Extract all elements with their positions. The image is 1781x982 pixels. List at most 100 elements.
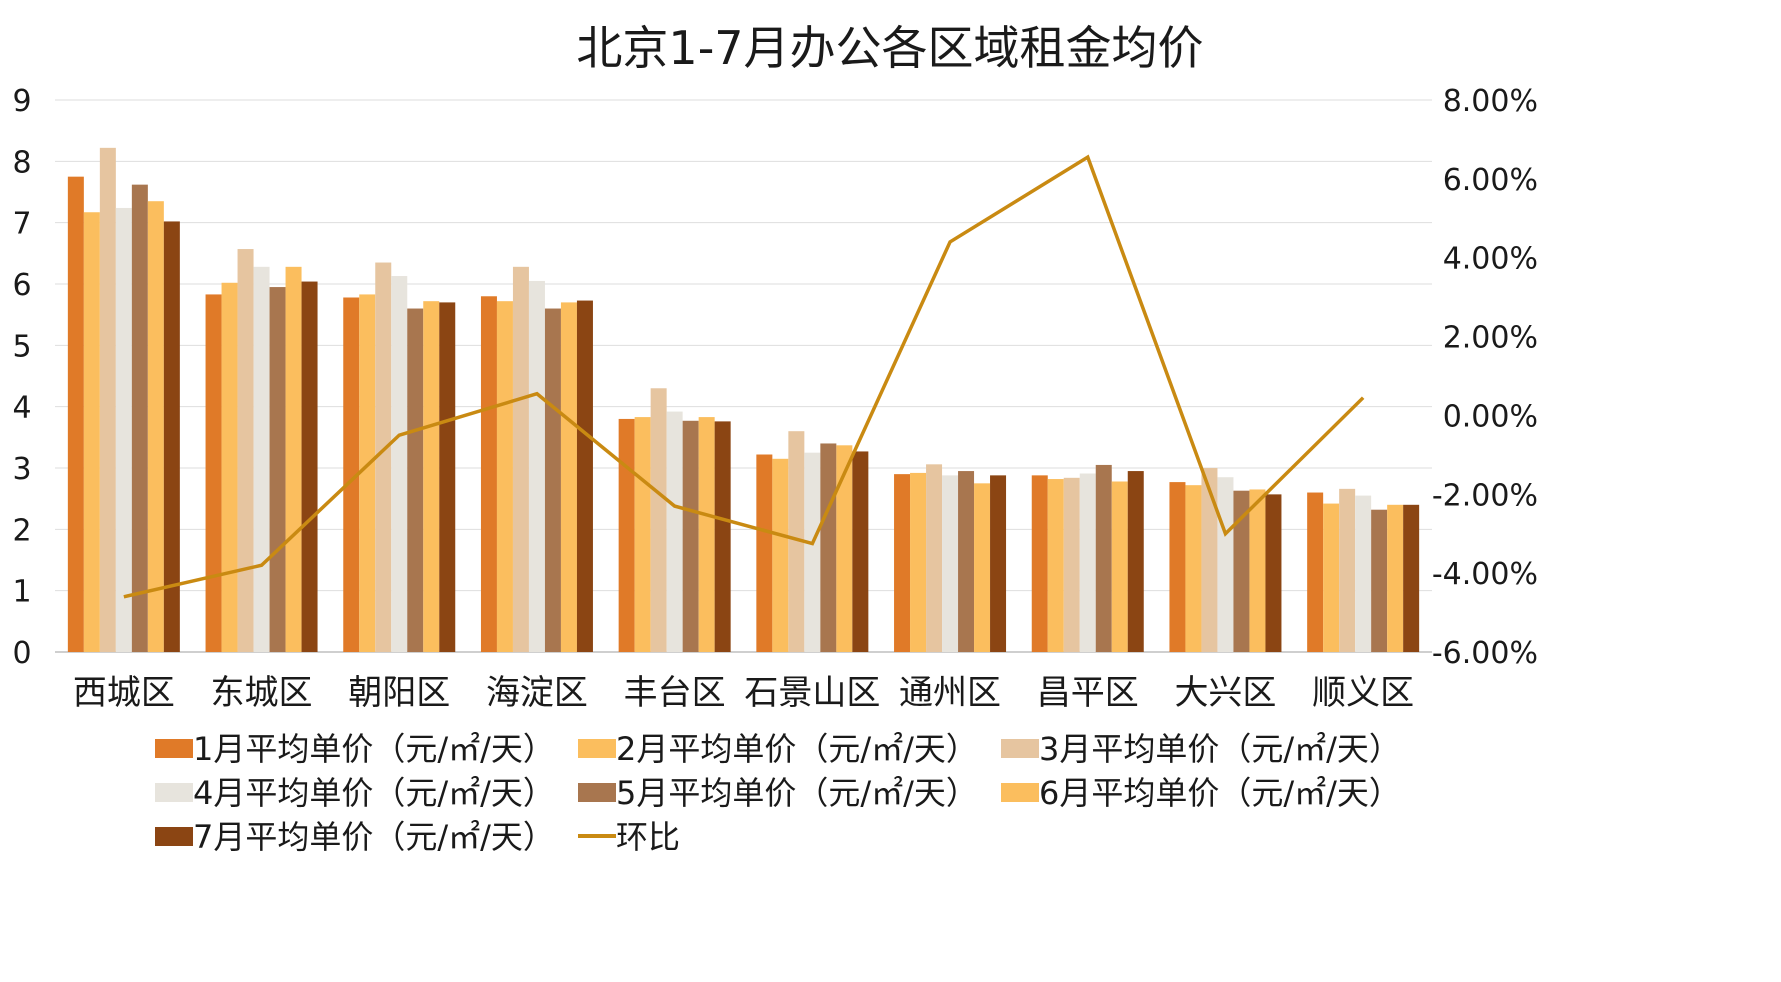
x-tick-label: 丰台区 (624, 673, 726, 713)
legend-swatch (578, 783, 616, 802)
bar (375, 262, 392, 652)
bar (1079, 473, 1096, 652)
bar (1095, 464, 1112, 652)
legend-label: 4月平均单价（元/㎡/天） (193, 774, 555, 812)
bar (1339, 488, 1356, 652)
bar (343, 297, 360, 652)
bar (115, 207, 132, 653)
bar (99, 147, 116, 652)
bar (269, 287, 286, 652)
bar (1169, 482, 1186, 652)
y-tick-label: 8 (12, 145, 31, 180)
legend-swatch (578, 739, 616, 758)
bar (528, 280, 545, 652)
legend: 1月平均单价（元/㎡/天） 2月平均单价（元/㎡/天） 3月平均单价（元/㎡/天） 4… (155, 730, 1401, 856)
bar (1031, 475, 1048, 652)
bar (423, 301, 440, 652)
legend-swatch (155, 739, 193, 758)
x-tick-label: 海淀区 (486, 673, 588, 713)
bar (1307, 492, 1324, 652)
bar (1047, 479, 1064, 652)
y-tick-label: 2 (12, 513, 31, 548)
bar (496, 301, 513, 652)
bar (634, 417, 651, 652)
bar (1201, 468, 1218, 652)
y2-tick-label: -4.00% (1432, 557, 1538, 592)
bar (682, 420, 699, 652)
y-tick-label: 9 (12, 84, 31, 119)
y-tick-label: 6 (12, 268, 31, 303)
x-tick-label: 通州区 (899, 673, 1001, 713)
bar (1127, 471, 1144, 652)
bar (714, 421, 731, 652)
bar (852, 451, 869, 652)
bar (407, 308, 424, 652)
legend-swatch (155, 827, 193, 846)
x-tick-label: 昌平区 (1037, 673, 1139, 713)
bar (1371, 509, 1388, 652)
bar (544, 308, 561, 652)
bar (756, 454, 773, 652)
bar (650, 388, 667, 652)
bar (359, 294, 376, 652)
bar (560, 302, 577, 652)
bar (439, 302, 456, 652)
x-axis: 西城区 东城区 朝阳区 海淀区 丰台区 石景山区 通州区 昌平区 大兴区 顺义区 (73, 673, 1414, 713)
bar (1063, 477, 1080, 652)
bar (772, 458, 789, 652)
bar (1185, 485, 1202, 652)
bar (480, 296, 497, 652)
bar (163, 221, 180, 652)
bar (576, 300, 593, 652)
bar (1249, 489, 1266, 652)
legend-swatch (155, 783, 193, 802)
bar (205, 294, 222, 652)
bar (958, 471, 975, 652)
y-axis-left: 0 1 2 3 4 5 6 7 8 9 (12, 84, 31, 671)
line-series (123, 154, 1365, 599)
bar (666, 411, 683, 652)
bar (391, 276, 408, 652)
bar (1265, 494, 1282, 652)
bar (974, 483, 991, 652)
bar (1323, 503, 1340, 652)
bar (942, 475, 959, 652)
legend-label: 6月平均单价（元/㎡/天） (1039, 774, 1401, 812)
bar (788, 431, 805, 652)
bar (237, 249, 254, 653)
legend-label: 7月平均单价（元/㎡/天） (193, 818, 555, 856)
legend-swatch (1001, 783, 1039, 802)
bar (67, 176, 84, 652)
bar (910, 472, 927, 652)
y-tick-label: 4 (12, 391, 31, 426)
bar (253, 266, 270, 652)
y-tick-label: 7 (12, 207, 31, 242)
bar (1355, 495, 1372, 652)
y2-tick-label: 0.00% (1443, 399, 1538, 434)
bar (1403, 504, 1420, 652)
bar (83, 212, 100, 653)
y2-tick-label: 4.00% (1443, 242, 1538, 277)
y2-tick-label: -6.00% (1432, 636, 1538, 671)
y2-tick-label: -2.00% (1432, 478, 1538, 513)
y-tick-label: 0 (12, 636, 31, 671)
y-tick-label: 3 (12, 452, 31, 487)
y-tick-label: 5 (12, 329, 31, 364)
y2-tick-label: 2.00% (1443, 321, 1538, 356)
bar (285, 266, 302, 652)
y2-tick-label: 6.00% (1443, 163, 1538, 198)
x-tick-label: 西城区 (73, 673, 175, 713)
legend-swatch (1001, 739, 1039, 758)
x-tick-label: 大兴区 (1174, 673, 1276, 713)
series-line (123, 154, 1365, 599)
legend-label: 1月平均单价（元/㎡/天） (193, 730, 555, 768)
legend-label: 3月平均单价（元/㎡/天） (1039, 730, 1401, 768)
bar (1233, 490, 1250, 652)
x-tick-label: 石景山区 (744, 673, 880, 713)
bar (618, 418, 635, 652)
bars (67, 147, 1420, 653)
y-tick-label: 1 (12, 575, 31, 610)
x-tick-label: 朝阳区 (348, 673, 450, 713)
